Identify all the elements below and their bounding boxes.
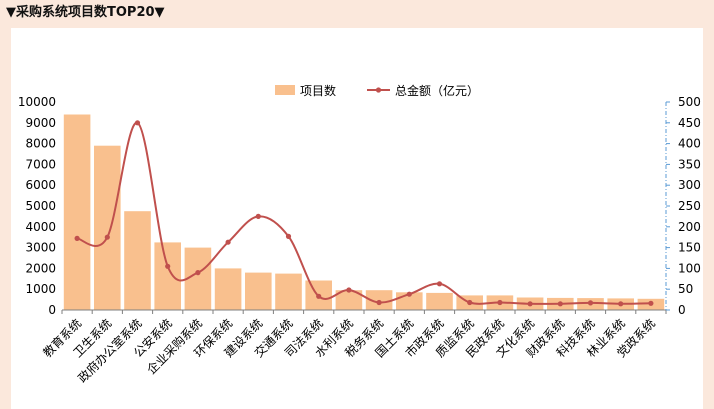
bar-3 xyxy=(124,211,151,310)
bar-10 xyxy=(335,290,363,310)
y-right-tick-label: 300 xyxy=(678,178,701,192)
y-left-tick-label: 2000 xyxy=(25,261,56,275)
amount-point-1 xyxy=(74,235,80,241)
y-left-tick-label: 10000 xyxy=(18,95,56,109)
amount-point-18 xyxy=(587,300,594,306)
amount-point-20 xyxy=(648,300,654,306)
amount-point-17 xyxy=(557,301,563,307)
y-right-tick-label: 500 xyxy=(678,95,701,109)
y-right-tick-label: 0 xyxy=(678,303,686,317)
bar-4 xyxy=(154,242,181,310)
amount-point-6 xyxy=(225,239,231,245)
amount-point-16 xyxy=(527,301,533,307)
y-left-tick-label: 3000 xyxy=(25,241,56,255)
bar-1 xyxy=(63,114,91,310)
amount-point-2 xyxy=(104,234,110,240)
amount-point-8 xyxy=(285,233,292,239)
bar-2 xyxy=(94,145,121,310)
y-left-tick-label: 7000 xyxy=(25,157,56,171)
amount-point-13 xyxy=(436,281,443,287)
bar-6 xyxy=(214,268,242,310)
y-left-tick-label: 0 xyxy=(48,303,56,317)
y-left-tick-label: 5000 xyxy=(25,199,56,213)
bar-7 xyxy=(245,272,272,310)
amount-point-4 xyxy=(165,263,171,269)
amount-point-19 xyxy=(618,301,624,307)
amount-point-9 xyxy=(316,293,322,299)
y-left-tick-label: 6000 xyxy=(25,178,56,192)
legend-line-marker xyxy=(375,87,382,93)
y-left-tick-label: 9000 xyxy=(25,116,56,130)
y-right-tick-label: 250 xyxy=(678,199,701,213)
y-left-tick-label: 8000 xyxy=(25,137,56,151)
y-left-tick-label: 1000 xyxy=(25,282,56,296)
y-right-tick-label: 350 xyxy=(678,157,701,171)
legend-bar-swatch xyxy=(275,85,295,95)
bar-5 xyxy=(184,247,212,310)
bar-8 xyxy=(275,273,302,310)
amount-point-3 xyxy=(134,120,141,126)
legend-bar-label: 项目数 xyxy=(300,83,336,98)
amount-point-15 xyxy=(497,299,503,306)
y-right-tick-label: 450 xyxy=(678,116,701,130)
y-right-tick-label: 100 xyxy=(678,261,701,275)
y-right-tick-label: 200 xyxy=(678,220,701,234)
chart-title-tab: ▼采购系统项目数TOP20▼ xyxy=(0,0,171,24)
bar-13 xyxy=(426,292,453,310)
amount-point-5 xyxy=(195,270,201,276)
amount-point-10 xyxy=(346,287,352,293)
amount-point-11 xyxy=(376,299,382,306)
y-left-tick-label: 4000 xyxy=(25,220,56,234)
y-right-tick-label: 400 xyxy=(678,137,701,151)
amount-point-14 xyxy=(467,299,473,306)
y-right-tick-label: 50 xyxy=(678,282,693,296)
y-right-tick-label: 150 xyxy=(678,241,701,255)
amount-point-7 xyxy=(255,213,261,219)
amount-point-12 xyxy=(406,291,412,297)
legend-line-label: 总金额（亿元） xyxy=(395,83,479,98)
